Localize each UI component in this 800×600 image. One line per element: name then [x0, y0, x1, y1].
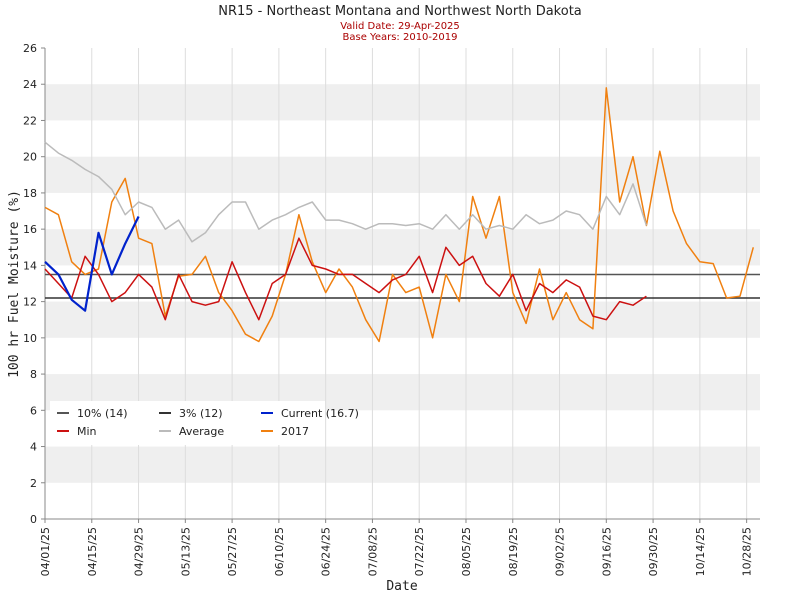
x-tick-label: 06/10/25 [273, 527, 286, 576]
series-line [44, 141, 648, 243]
y-tick-label: 24 [23, 78, 37, 91]
x-tick-label: 09/16/25 [600, 527, 613, 576]
x-tick-label: 10/14/25 [694, 527, 707, 576]
y-tick-label: 2 [30, 477, 37, 490]
y-tick-label: 26 [23, 42, 37, 55]
x-tick-label: 05/13/25 [179, 527, 192, 576]
x-tick-label: 06/24/25 [320, 527, 333, 576]
x-tick-label: 04/01/25 [39, 527, 52, 576]
legend-label: Average [179, 425, 224, 438]
x-tick-label: 08/05/25 [460, 527, 473, 576]
x-tick-label: 07/22/25 [413, 527, 426, 576]
grid-band [45, 229, 760, 266]
x-tick-label: 10/28/25 [741, 527, 754, 576]
legend-label: 3% (12) [179, 407, 223, 420]
x-tick-label: 07/08/25 [366, 527, 379, 576]
chart-title: NR15 - Northeast Montana and Northwest N… [218, 4, 582, 19]
y-tick-label: 6 [30, 404, 37, 417]
x-tick-label: 09/30/25 [647, 527, 660, 576]
y-tick-label: 0 [30, 513, 37, 526]
legend-box [50, 401, 325, 445]
x-tick-label: 05/27/25 [226, 527, 239, 576]
x-tick-label: 04/15/25 [86, 527, 99, 576]
legend-label: Min [77, 425, 97, 438]
legend-label: 10% (14) [77, 407, 128, 420]
y-tick-label: 20 [23, 151, 37, 164]
grid-band [45, 84, 760, 121]
subtitle: Base Years: 2010-2019 [343, 32, 458, 43]
series-line [44, 87, 755, 343]
x-tick-label: 04/29/25 [133, 527, 146, 576]
y-tick-label: 8 [30, 368, 37, 381]
series-line [44, 216, 140, 312]
grid-band [45, 446, 760, 483]
y-tick-label: 18 [23, 187, 37, 200]
grid-band [45, 156, 760, 193]
subtitle: Valid Date: 29-Apr-2025 [340, 21, 460, 32]
legend-label: 2017 [281, 425, 309, 438]
y-tick-label: 16 [23, 223, 37, 236]
x-tick-label: 08/19/25 [507, 527, 520, 576]
legend-label: Current (16.7) [281, 407, 359, 420]
x-axis-label: Date [386, 579, 417, 594]
y-tick-label: 14 [23, 259, 37, 272]
y-tick-label: 10 [23, 332, 37, 345]
y-tick-label: 22 [23, 114, 37, 127]
x-tick-label: 09/02/25 [554, 527, 567, 576]
y-tick-label: 12 [23, 296, 37, 309]
y-tick-label: 4 [30, 441, 37, 454]
series-line [44, 237, 647, 321]
y-axis-label: 100 hr Fuel Moisture (%) [7, 190, 22, 378]
